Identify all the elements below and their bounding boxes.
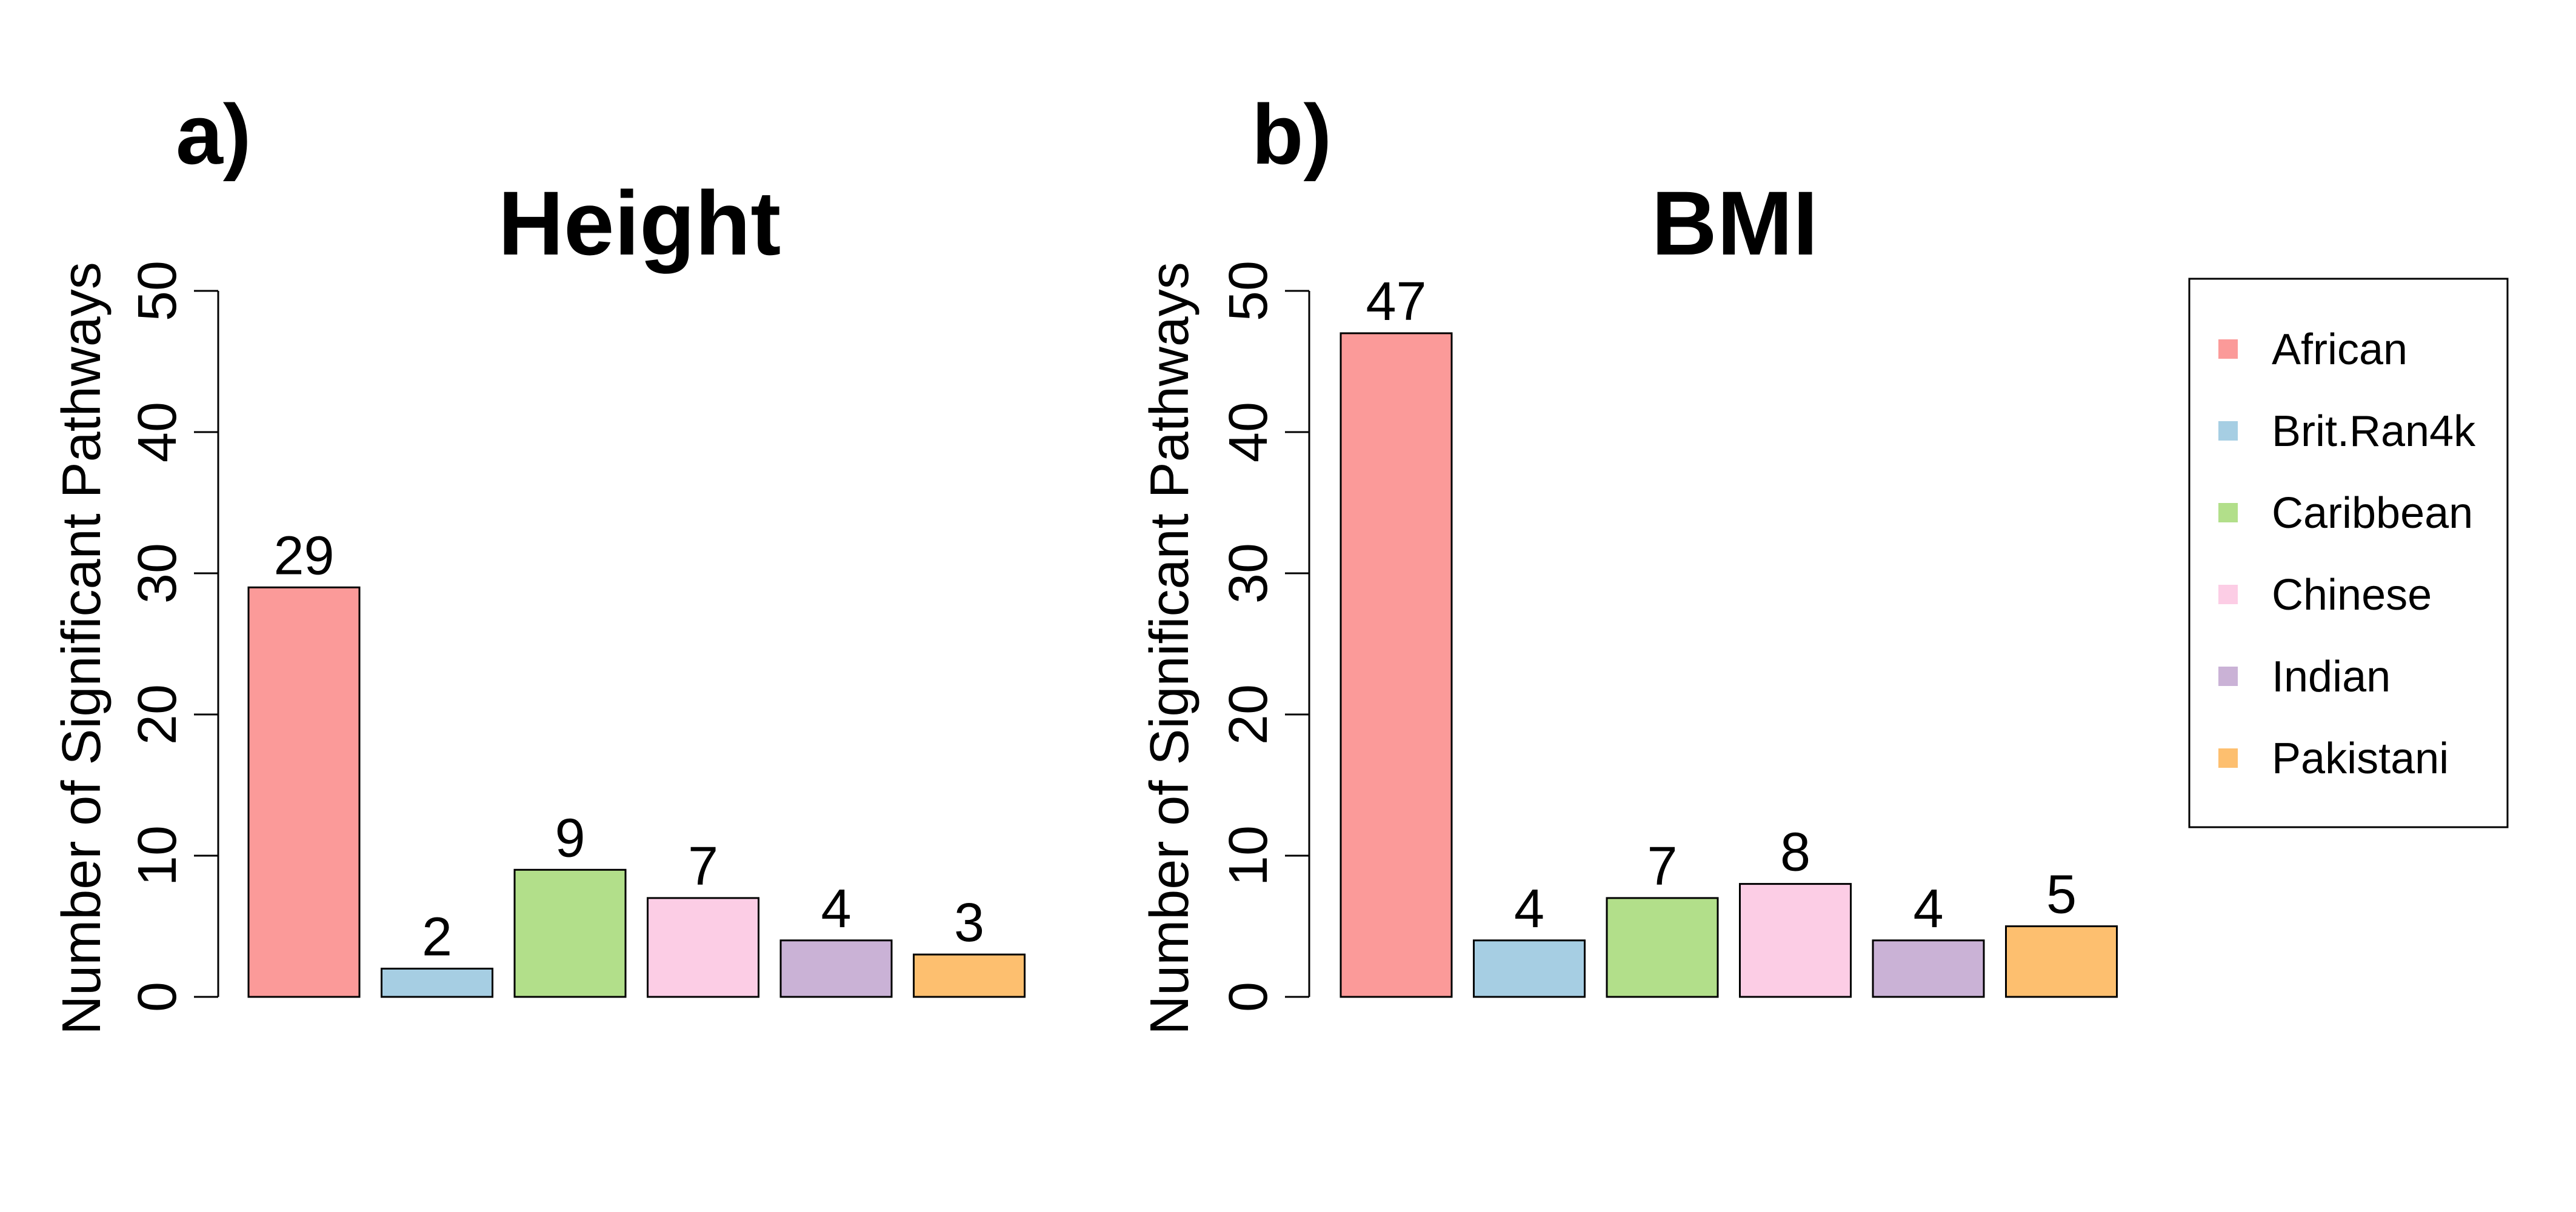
bar-bmi-pakistani [2005,925,2118,998]
legend-items: African Brit.Ran4k Caribbean Chinese Indian P… [2218,325,2476,783]
panel-height: a) Height Number of Significant Pathways… [52,87,1026,1035]
data-label-height-indian: 4 [821,879,851,939]
bar-height-chinese [647,897,759,998]
bars-bmi [1340,332,2118,998]
y-tick-label-height-0: 0 [127,982,188,1012]
chart-title-bmi: BMI [1652,172,1818,274]
y-axis-label-height: Number of Significant Pathways [52,262,112,1035]
bar-height-pakistani [913,953,1026,998]
data-label-height-brit-ran4k: 2 [422,907,452,967]
data-label-bmi-indian: 4 [1913,879,1943,939]
legend-swatch-pakistani [2218,748,2238,768]
data-label-bmi-african: 47 [1366,271,1426,332]
bar-height-indian [779,939,893,998]
panel-bmi: b) BMI Number of Significant Pathways 0 1… [1140,87,2118,1035]
data-label-bmi-chinese: 8 [1780,822,1810,883]
y-ticks-bmi: 0 10 20 30 40 50 [1218,261,1309,1012]
data-label-height-pakistani: 3 [954,893,984,953]
bar-bmi-brit-ran4k [1473,939,1586,998]
data-label-bmi-brit-ran4k: 4 [1514,879,1544,939]
legend-swatch-chinese [2218,585,2238,604]
y-tick-label-height-20: 20 [127,684,188,745]
y-tick-label-bmi-50: 50 [1218,261,1279,321]
y-tick-label-bmi-10: 10 [1218,825,1279,886]
bar-height-african [247,586,361,998]
bar-bmi-african [1340,332,1453,998]
y-tick-label-height-50: 50 [127,261,188,321]
y-ticks-height: 0 10 20 30 40 50 [127,261,218,1012]
y-tick-label-height-30: 30 [127,543,188,604]
chart-title-height: Height [498,172,781,274]
bar-bmi-chinese [1739,883,1852,998]
bar-bmi-caribbean [1606,897,1719,998]
legend-box [2188,278,2509,828]
data-label-bmi-caribbean: 7 [1647,836,1677,897]
legend-label-african: African [2272,325,2407,374]
bar-height-brit-ran4k [381,967,493,998]
y-tick-label-bmi-40: 40 [1218,402,1279,462]
y-tick-label-bmi-30: 30 [1218,543,1279,604]
bars-height [247,586,1026,998]
legend-label-indian: Indian [2272,653,2391,701]
data-label-height-caribbean: 9 [555,808,585,868]
legend-swatch-african [2218,339,2238,359]
y-tick-label-bmi-0: 0 [1218,982,1279,1012]
legend-swatch-indian [2218,667,2238,686]
bar-bmi-indian [1872,939,1985,998]
legend-swatch-brit-ran4k [2218,421,2238,441]
data-label-height-african: 29 [273,525,334,586]
bar-height-caribbean [513,868,627,998]
legend-label-pakistani: Pakistani [2272,734,2449,783]
y-axis-label-bmi: Number of Significant Pathways [1140,262,1200,1035]
panel-b-tag: b) [1252,87,1332,182]
y-tick-label-height-10: 10 [127,825,188,886]
legend: African Brit.Ran4k Caribbean Chinese Indian P… [2188,278,2509,828]
data-label-bmi-pakistani: 5 [2046,865,2077,925]
panel-a-tag: a) [176,87,251,182]
y-tick-label-bmi-20: 20 [1218,684,1279,745]
legend-label-caribbean: Caribbean [2272,489,2473,538]
legend-label-chinese: Chinese [2272,571,2432,619]
y-tick-label-height-40: 40 [127,402,188,462]
legend-label-brit-ran4k: Brit.Ran4k [2272,407,2476,456]
legend-swatch-caribbean [2218,503,2238,522]
data-label-height-chinese: 7 [688,836,718,897]
